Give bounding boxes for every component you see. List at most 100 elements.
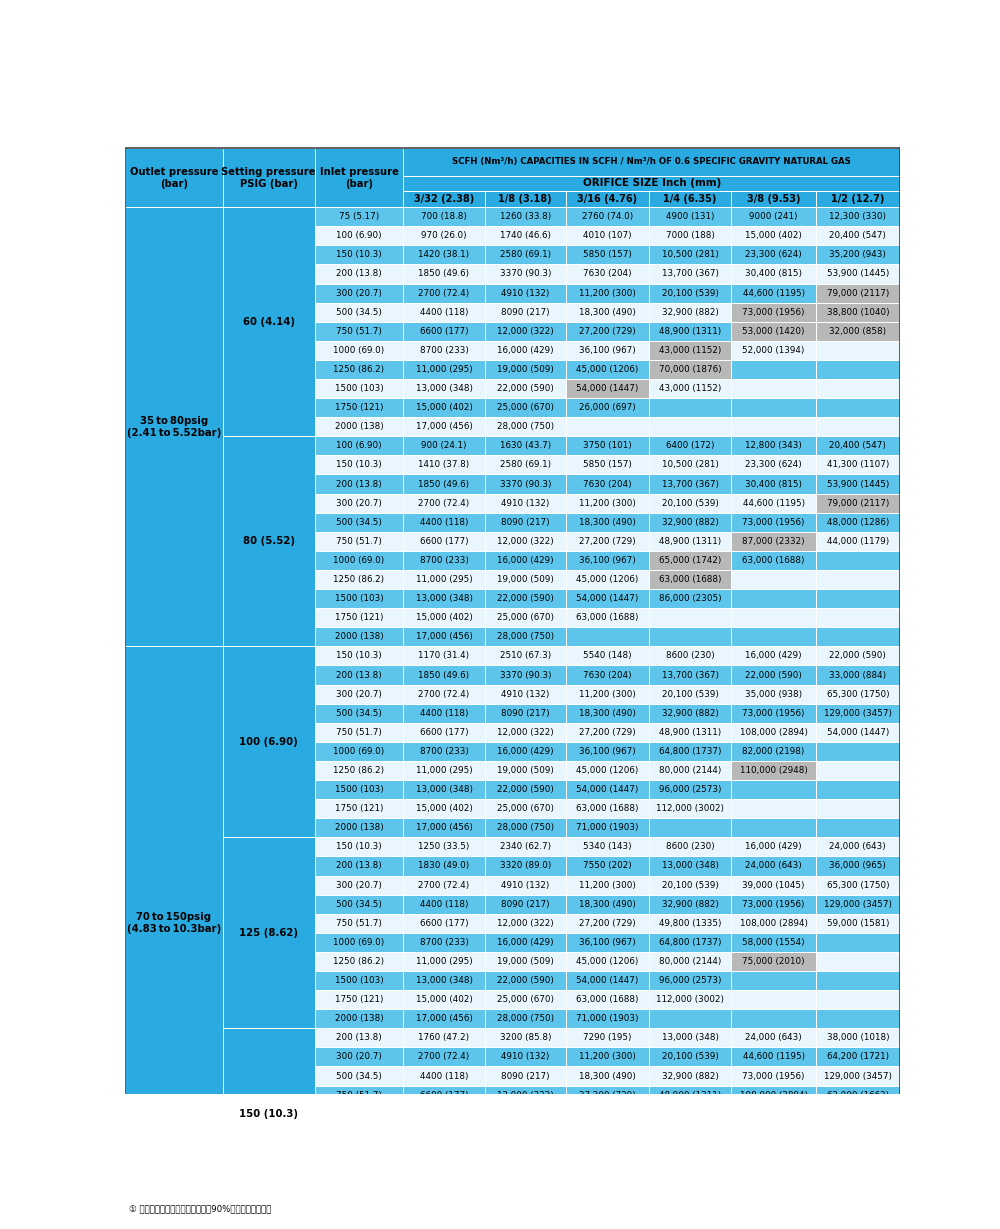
Text: 4400 (118): 4400 (118) [420, 900, 468, 908]
Bar [566, 1067, 649, 1085]
Bar [649, 512, 731, 532]
Bar [816, 302, 900, 322]
Bar [403, 991, 485, 1009]
Text: 2700 (72.4): 2700 (72.4) [418, 689, 470, 698]
Text: 8090 (217): 8090 (217) [501, 709, 550, 718]
Text: 13,000 (348): 13,000 (348) [416, 594, 473, 603]
Text: 1850 (49.6): 1850 (49.6) [418, 269, 470, 279]
Text: 79,000 (2117): 79,000 (2117) [827, 289, 889, 297]
Bar [403, 799, 485, 819]
Bar [816, 742, 900, 761]
Text: 3370 (90.3): 3370 (90.3) [500, 269, 551, 279]
Bar [315, 456, 403, 474]
Text: 1850 (49.6): 1850 (49.6) [418, 479, 470, 489]
Bar [816, 646, 900, 665]
Bar [485, 398, 566, 417]
Text: 16,000 (429): 16,000 (429) [497, 345, 554, 355]
Bar [566, 417, 649, 436]
Bar [816, 532, 900, 551]
Bar [566, 340, 649, 360]
Text: 750 (51.7): 750 (51.7) [336, 537, 382, 546]
Text: 48,900 (1311): 48,900 (1311) [659, 728, 721, 737]
Bar [731, 857, 816, 875]
Text: 49,800 (1335): 49,800 (1335) [659, 919, 721, 928]
Text: 13,700 (367): 13,700 (367) [662, 479, 719, 489]
Bar [649, 436, 731, 456]
Text: 112,000 (3002): 112,000 (3002) [656, 995, 724, 1004]
Text: 1500 (103): 1500 (103) [335, 1148, 383, 1156]
Text: 1000 (69.0): 1000 (69.0) [333, 556, 385, 565]
Text: 53,900 (1445): 53,900 (1445) [827, 269, 889, 279]
Bar [485, 284, 566, 302]
Bar [403, 952, 485, 971]
Bar [731, 761, 816, 780]
Text: 150 (10.3): 150 (10.3) [336, 842, 382, 852]
Bar [566, 532, 649, 551]
Bar [816, 971, 900, 991]
Bar [485, 1123, 566, 1143]
Bar [649, 1123, 731, 1143]
Bar [816, 895, 900, 913]
Bar [816, 933, 900, 952]
Bar [649, 895, 731, 913]
Text: 48,900 (1311): 48,900 (1311) [659, 537, 721, 546]
Text: 16,000 (429): 16,000 (429) [497, 1110, 554, 1118]
Text: 11,200 (300): 11,200 (300) [579, 499, 636, 508]
Text: 24,000 (643): 24,000 (643) [745, 1034, 802, 1042]
Bar [485, 665, 566, 685]
Text: 150 (10.3): 150 (10.3) [239, 1110, 298, 1120]
Bar [485, 302, 566, 322]
Text: 1750 (121): 1750 (121) [335, 804, 383, 814]
Text: 750 (51.7): 750 (51.7) [336, 327, 382, 336]
Bar [731, 837, 816, 857]
Bar [566, 685, 649, 704]
Bar [816, 190, 900, 208]
Bar [566, 1105, 649, 1123]
Text: 73,000 (1956): 73,000 (1956) [742, 900, 805, 908]
Text: 80 (5.52): 80 (5.52) [243, 536, 295, 547]
Bar [731, 1085, 816, 1105]
Bar [485, 456, 566, 474]
Text: 129,000 (3457): 129,000 (3457) [824, 709, 892, 718]
Bar [566, 264, 649, 284]
Text: 38,800 (1040): 38,800 (1040) [827, 307, 889, 317]
Text: 48,900 (1311): 48,900 (1311) [659, 1090, 721, 1100]
Bar [649, 857, 731, 875]
Text: 8700 (233): 8700 (233) [420, 556, 468, 565]
Bar [403, 176, 900, 190]
Bar [403, 226, 485, 246]
Text: 27,200 (729): 27,200 (729) [579, 919, 636, 928]
Text: 64,200 (1721): 64,200 (1721) [827, 1052, 889, 1062]
Text: 11,000 (295): 11,000 (295) [416, 766, 472, 775]
Bar [566, 723, 649, 742]
Bar [315, 952, 403, 971]
Text: 73,000 (1956): 73,000 (1956) [742, 709, 805, 718]
Text: 44,600 (1195): 44,600 (1195) [743, 1052, 805, 1062]
Text: 16,000 (429): 16,000 (429) [497, 938, 554, 946]
Text: 500 (34.5): 500 (34.5) [336, 1072, 382, 1080]
Bar [816, 512, 900, 532]
Bar [566, 226, 649, 246]
Text: 1850 (49.6): 1850 (49.6) [418, 671, 470, 680]
Bar [649, 532, 731, 551]
Text: 7000 (188): 7000 (188) [666, 231, 715, 241]
Bar [816, 284, 900, 302]
Text: 96,000 (2573): 96,000 (2573) [659, 976, 721, 984]
Bar [731, 532, 816, 551]
Text: 35 to 80psig
(2.41 to 5.52bar): 35 to 80psig (2.41 to 5.52bar) [127, 415, 221, 438]
Bar [816, 780, 900, 799]
Bar [566, 971, 649, 991]
Text: 18,300 (490): 18,300 (490) [579, 517, 636, 527]
Bar [816, 1067, 900, 1085]
Bar [315, 685, 403, 704]
Bar [485, 190, 566, 208]
Bar [403, 933, 485, 952]
Bar [649, 819, 731, 837]
Bar [731, 551, 816, 570]
Text: 25,000 (670): 25,000 (670) [497, 995, 554, 1004]
Bar [816, 1029, 900, 1047]
Text: 150 (10.3): 150 (10.3) [336, 461, 382, 469]
Bar [403, 1029, 485, 1047]
Bar [403, 532, 485, 551]
Bar [566, 436, 649, 456]
